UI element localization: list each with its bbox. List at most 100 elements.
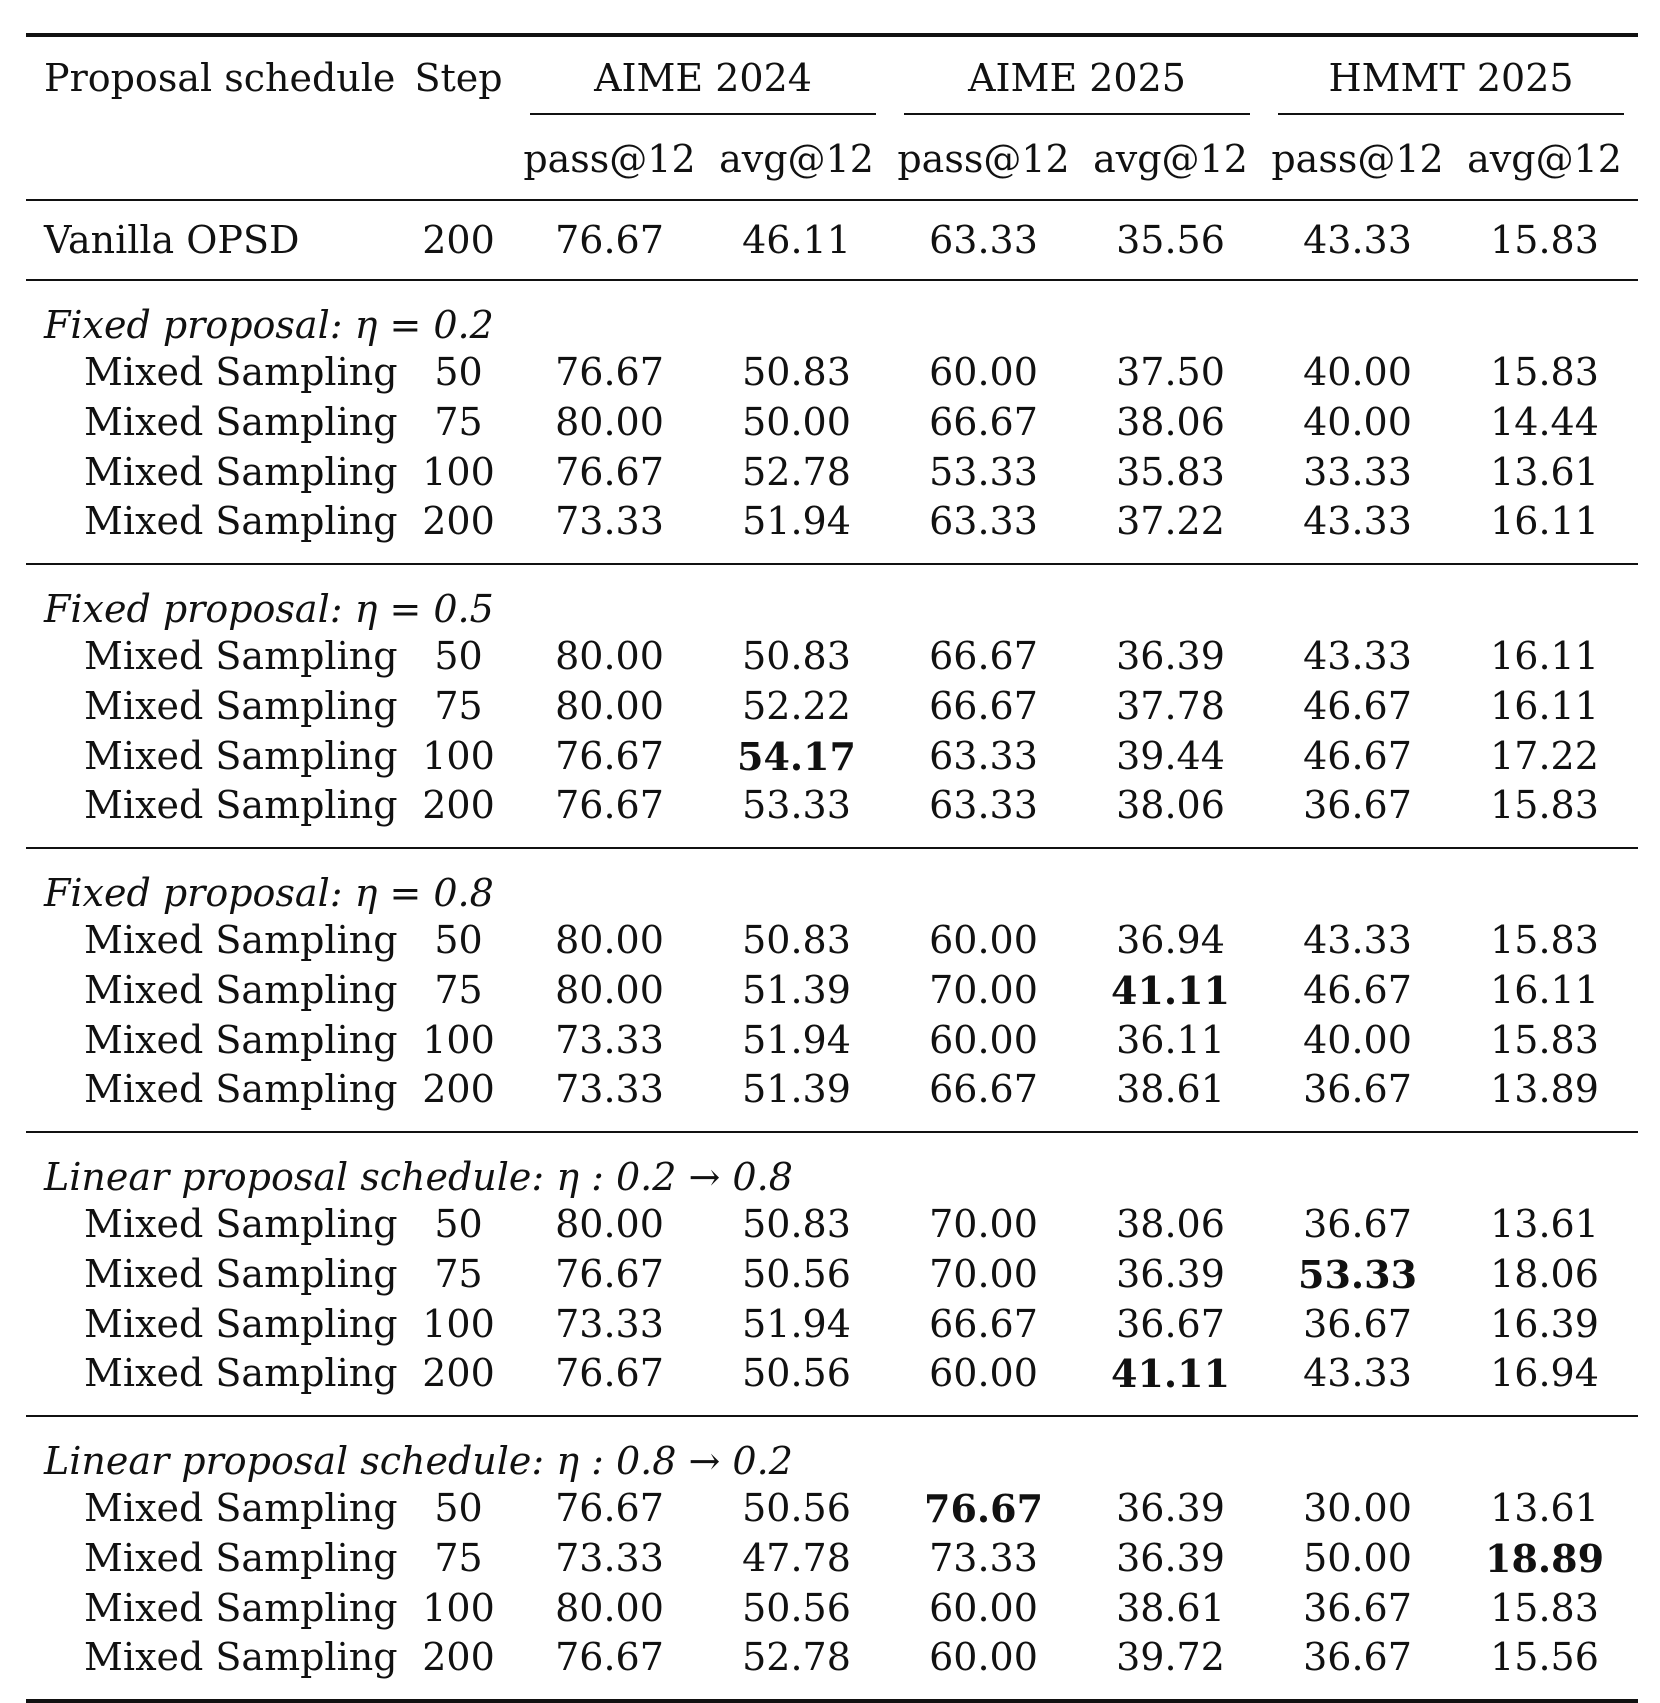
- row-value: 36.67: [1303, 1302, 1412, 1346]
- row-value: 80.00: [555, 684, 664, 728]
- row-value: 50.83: [742, 1202, 851, 1246]
- row-value: 46.67: [1303, 734, 1412, 778]
- row-value: 70.00: [929, 968, 1038, 1012]
- row-value: 13.61: [1490, 1486, 1599, 1530]
- row-value: 50.83: [742, 350, 851, 394]
- table-row: Mixed Sampling 200 76.67 52.78 60.00 39.72 36.…: [26, 1633, 1639, 1701]
- row-value: 50.56: [742, 1252, 851, 1296]
- row-value: 80.00: [555, 918, 664, 962]
- table-row: Mixed Sampling 100 80.00 50.56 60.00 38.61 36.…: [26, 1583, 1638, 1633]
- group-title: Fixed proposal: η = 0.5: [44, 587, 494, 631]
- row-value: 70.00: [929, 1202, 1038, 1246]
- row-step: 50: [434, 634, 483, 678]
- row-value: 60.00: [929, 1351, 1038, 1395]
- row-name: Mixed Sampling: [84, 783, 398, 827]
- row-step: 75: [434, 684, 483, 728]
- row-value: 36.67: [1303, 783, 1412, 827]
- row-value: 13.89: [1490, 1067, 1599, 1111]
- row-name: Mixed Sampling: [84, 1067, 398, 1111]
- row-value: 54.17: [703, 731, 890, 781]
- row-value: 43.33: [1303, 918, 1412, 962]
- table-row: Mixed Sampling 75 80.00 50.00 66.67 38.06 40.0…: [26, 397, 1638, 447]
- row-value: 36.11: [1116, 1018, 1225, 1062]
- row-step: 75: [434, 1252, 483, 1296]
- row-value: 15.56: [1490, 1635, 1599, 1679]
- row-value: 53.33: [1264, 1249, 1451, 1299]
- table-row: Mixed Sampling 200 76.67 50.56 60.00 41.11 43.…: [26, 1349, 1638, 1416]
- row-value: 36.67: [1116, 1302, 1225, 1346]
- row-value: 43.33: [1303, 499, 1412, 543]
- row-value: 60.00: [929, 1018, 1038, 1062]
- row-value: 16.94: [1490, 1351, 1599, 1395]
- row-step: 200: [422, 499, 495, 543]
- header-empty: [26, 119, 401, 200]
- row-step: 100: [422, 734, 495, 778]
- row-value: 38.61: [1116, 1586, 1225, 1630]
- row-value: 43.33: [1303, 1351, 1412, 1395]
- table-body: Vanilla OPSD 200 76.67 46.11 63.33 35.56…: [26, 200, 1639, 1701]
- table-row: Mixed Sampling 200 73.33 51.94 63.33 37.22 43.…: [26, 497, 1638, 564]
- row-value: 66.67: [929, 634, 1038, 678]
- table-row-vanilla: Vanilla OPSD 200 76.67 46.11 63.33 35.56…: [26, 200, 1639, 280]
- row-value: 53.33: [742, 783, 851, 827]
- row-value: 40.00: [1303, 1018, 1412, 1062]
- table-row: Mixed Sampling 100 76.67 52.78 53.33 35.83 33.…: [26, 447, 1638, 497]
- row-value: 41.11: [1077, 1349, 1264, 1416]
- row-value: 70.00: [929, 1252, 1038, 1296]
- row-value: 51.94: [742, 499, 851, 543]
- row-name: Mixed Sampling: [84, 350, 398, 394]
- row-value: 36.39: [1116, 1536, 1225, 1580]
- row-name: Mixed Sampling: [84, 1586, 398, 1630]
- row-value: 18.06: [1490, 1252, 1599, 1296]
- table-row: Mixed Sampling 75 80.00 51.39 70.00 41.11 46.6…: [26, 965, 1638, 1015]
- header-metric: avg@12: [719, 137, 874, 181]
- row-value: 15.83: [1490, 218, 1599, 262]
- row-step: 75: [434, 1536, 483, 1580]
- row-value: 40.00: [1303, 350, 1412, 394]
- row-value: 18.89: [1451, 1533, 1638, 1583]
- row-value: 60.00: [929, 918, 1038, 962]
- table-row: Mixed Sampling 75 73.33 47.78 73.33 36.39 50.0…: [26, 1533, 1638, 1583]
- row-value: 13.61: [1490, 1202, 1599, 1246]
- group-title-row: Fixed proposal: η = 0.5: [26, 564, 1639, 631]
- row-name: Mixed Sampling: [84, 684, 398, 728]
- row-name: Mixed Sampling: [84, 1252, 398, 1296]
- row-value: 50.56: [742, 1351, 851, 1395]
- row-value: 52.78: [742, 450, 851, 494]
- row-step: 200: [422, 218, 495, 262]
- row-name: Mixed Sampling: [84, 734, 398, 778]
- header-metric: pass@12: [1271, 137, 1444, 181]
- table-row: Mixed Sampling 50 80.00 50.83 70.00 38.06 36.6…: [26, 1199, 1638, 1249]
- row-value: 73.33: [555, 1067, 664, 1111]
- row-name: Mixed Sampling: [84, 1351, 398, 1395]
- table-row: Mixed Sampling 50 76.67 50.56 76.67 36.39 30.0…: [26, 1483, 1638, 1533]
- row-value: 76.67: [555, 218, 664, 262]
- row-value: 47.78: [742, 1536, 851, 1580]
- row-value: 46.11: [742, 218, 851, 262]
- row-value: 36.67: [1303, 1586, 1412, 1630]
- row-value: 60.00: [929, 1635, 1038, 1679]
- table-row: Mixed Sampling 50 80.00 50.83 66.67 36.39 43.3…: [26, 631, 1638, 681]
- results-table: Proposal schedule Step AIME 2024 AIME 20…: [26, 33, 1639, 1703]
- row-name: Mixed Sampling: [84, 1302, 398, 1346]
- header-metric: avg@12: [1467, 137, 1622, 181]
- row-step: 50: [434, 1202, 483, 1246]
- best-value: 18.89: [1485, 1535, 1605, 1581]
- row-value: 14.44: [1490, 400, 1599, 444]
- header-metric: avg@12: [1093, 137, 1248, 181]
- row-value: 76.67: [555, 350, 664, 394]
- best-value: 54.17: [737, 733, 856, 779]
- row-value: 33.33: [1303, 450, 1412, 494]
- row-step: 200: [422, 1067, 495, 1111]
- row-value: 36.67: [1303, 1067, 1412, 1111]
- header-step: Step: [414, 56, 503, 100]
- row-step: 100: [422, 450, 495, 494]
- row-step: 200: [422, 1351, 495, 1395]
- row-step: 200: [422, 783, 495, 827]
- group-title: Linear proposal schedule: η : 0.8 → 0.2: [44, 1439, 793, 1483]
- row-name: Mixed Sampling: [84, 450, 398, 494]
- row-value: 66.67: [929, 400, 1038, 444]
- row-name: Mixed Sampling: [84, 1018, 398, 1062]
- row-name: Mixed Sampling: [84, 1202, 398, 1246]
- row-value: 46.67: [1303, 968, 1412, 1012]
